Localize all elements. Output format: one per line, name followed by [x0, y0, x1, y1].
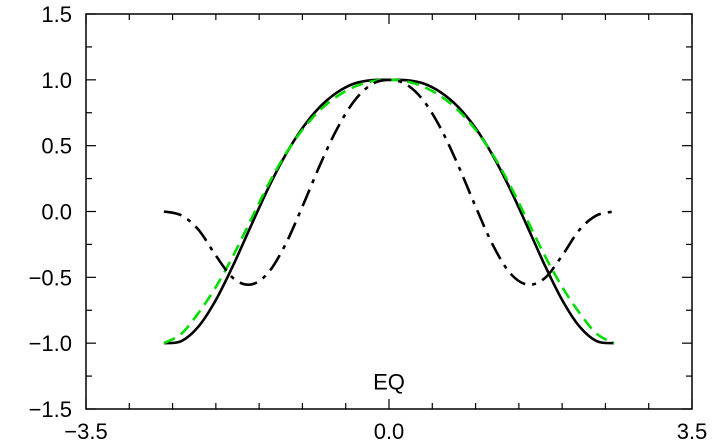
y-tick-label: 1.0 [41, 68, 72, 93]
tick-labels: −3.5 0.0 3.5 1.5 1.0 0.5 0.0 −0.5 −1.0 −1.5 [29, 2, 708, 444]
y-tick-label: 0.0 [41, 200, 72, 225]
series-group [164, 80, 614, 343]
x-tick-label: 3.5 [677, 419, 708, 444]
series-line-dash-dot [164, 80, 614, 285]
series-line-dashed [164, 80, 614, 343]
y-tick-label: −1.0 [29, 331, 72, 356]
plot-frame [86, 14, 692, 409]
series-line-solid [164, 80, 614, 343]
axis-ticks [86, 14, 692, 409]
x-tick-label: −3.5 [64, 419, 107, 444]
y-tick-label: −1.5 [29, 397, 72, 422]
y-tick-label: −0.5 [29, 265, 72, 290]
y-tick-label: 0.5 [41, 134, 72, 159]
x-tick-label: 0.0 [374, 419, 405, 444]
annotation-label: EQ [373, 369, 405, 394]
y-tick-label: 1.5 [41, 2, 72, 27]
